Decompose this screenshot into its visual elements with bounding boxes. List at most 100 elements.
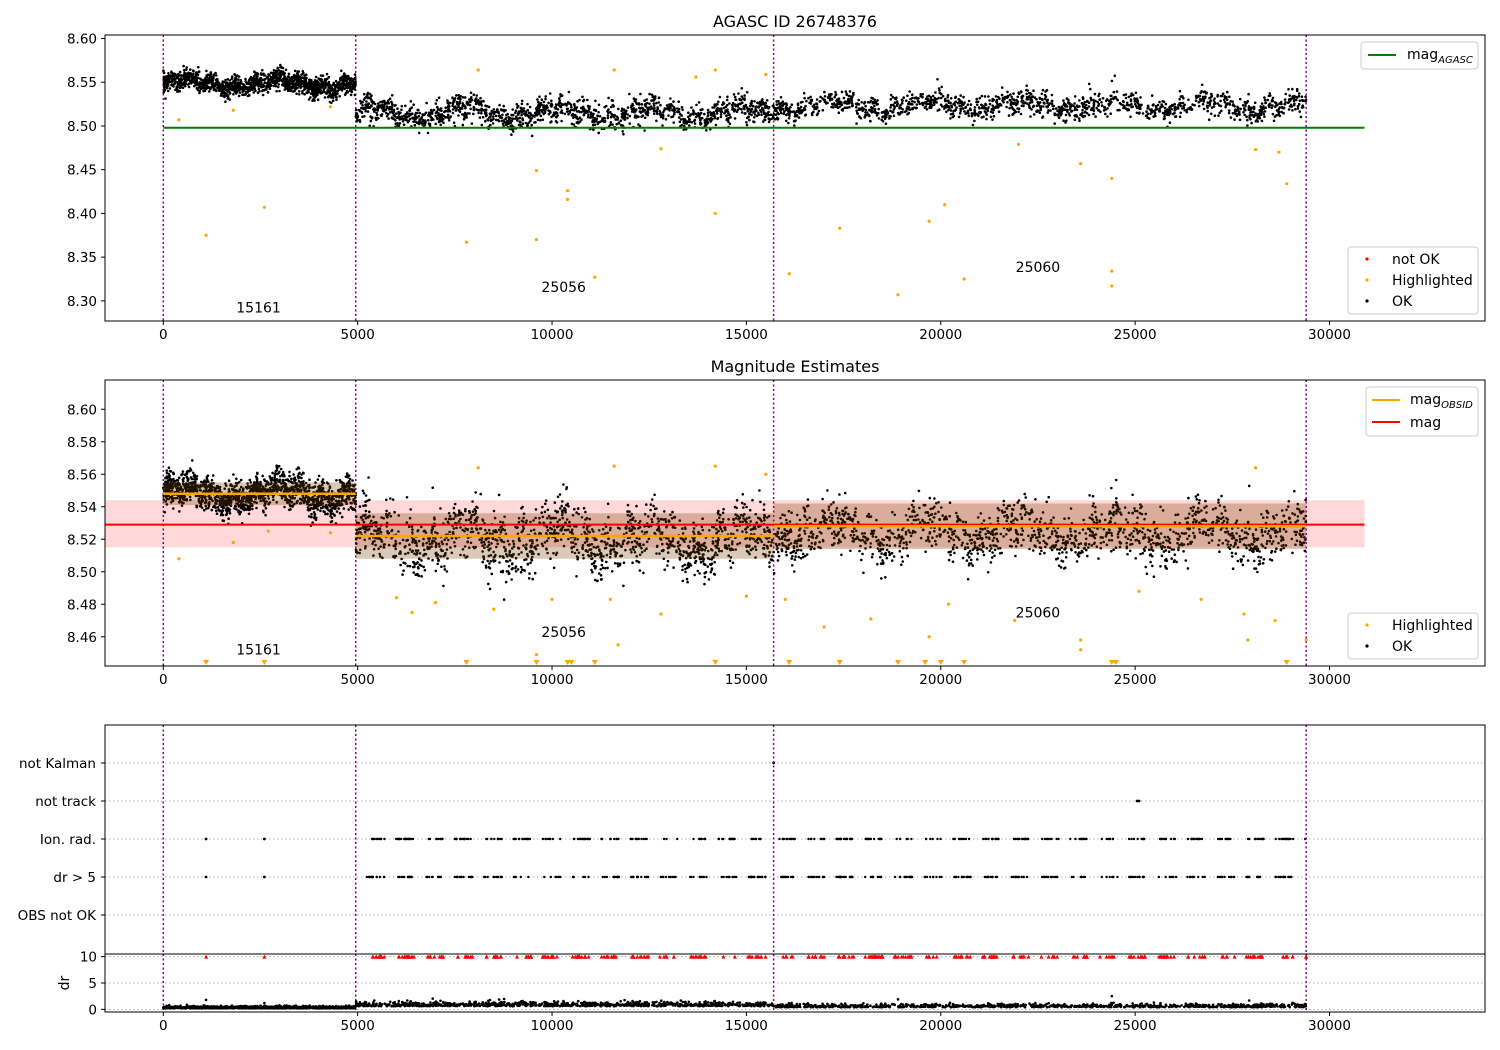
- ok-point: [246, 81, 249, 85]
- ok-point: [997, 95, 1000, 99]
- ok-point: [754, 108, 757, 111]
- ok-point: [827, 96, 830, 99]
- ok-point: [1064, 113, 1068, 117]
- ok-point: [1206, 101, 1209, 104]
- ok-point: [470, 122, 474, 125]
- ok-point: [199, 87, 203, 91]
- ok-point: [745, 123, 749, 127]
- ok-point: [714, 123, 718, 127]
- ok-point: [168, 80, 172, 83]
- ok-point: [1097, 104, 1100, 108]
- ok-point: [199, 78, 203, 81]
- ok-point: [877, 107, 880, 111]
- ok-point: [914, 96, 918, 99]
- panel-mag-title: Magnitude Estimates: [711, 357, 880, 376]
- ok-point: [715, 110, 719, 113]
- highlighted-point: [1016, 142, 1021, 146]
- ok-point: [237, 88, 241, 92]
- ok-point: [303, 74, 306, 77]
- ok-point: [559, 101, 562, 105]
- ok-point: [331, 99, 335, 102]
- ok-point: [964, 112, 967, 116]
- ok-point: [255, 74, 259, 77]
- ok-point: [1251, 113, 1254, 117]
- ok-point: [1161, 105, 1164, 108]
- ok-point: [353, 76, 357, 80]
- ok-point: [263, 78, 267, 81]
- ok-point: [877, 111, 880, 115]
- ok-point: [967, 114, 971, 118]
- ok-point: [706, 114, 710, 117]
- ok-point: [301, 90, 304, 93]
- ok-point: [815, 102, 819, 106]
- ok-point: [309, 96, 312, 99]
- ok-point: [353, 88, 357, 91]
- ok-point: [192, 70, 195, 73]
- highlighted-point: [927, 219, 931, 223]
- ok-point: [946, 94, 950, 97]
- ok-point: [1047, 109, 1050, 112]
- ok-point: [1295, 87, 1299, 91]
- ok-point: [297, 93, 301, 96]
- ok-point: [209, 71, 213, 74]
- ok-point: [390, 110, 394, 113]
- ok-point: [276, 66, 280, 70]
- ok-point: [1301, 104, 1304, 107]
- ok-point: [362, 98, 366, 101]
- ok-point: [778, 103, 781, 106]
- ok-point: [963, 110, 966, 113]
- ok-point: [1205, 104, 1209, 108]
- ok-point: [914, 106, 918, 110]
- ok-point: [599, 120, 602, 124]
- ok-point: [507, 115, 510, 119]
- ok-point: [1229, 99, 1233, 103]
- ok-point: [458, 100, 462, 103]
- ok-point: [880, 118, 883, 122]
- ok-point: [189, 68, 192, 71]
- ok-point: [239, 478, 243, 482]
- ok-point: [269, 76, 273, 79]
- ok-point: [501, 113, 504, 117]
- ok-point: [703, 121, 707, 124]
- ok-point: [697, 101, 701, 104]
- ok-point: [992, 105, 995, 108]
- ok-point: [1027, 91, 1031, 95]
- ok-point: [184, 75, 188, 79]
- ok-point: [749, 110, 752, 113]
- ok-point: [448, 101, 452, 105]
- ok-point: [1153, 111, 1157, 115]
- ok-point: [342, 507, 346, 510]
- ok-point: [1233, 105, 1236, 108]
- ok-point: [549, 121, 552, 124]
- ok-point: [864, 104, 867, 108]
- ok-point: [293, 69, 297, 73]
- ok-point: [479, 96, 482, 100]
- ok-point: [1046, 98, 1049, 102]
- ok-point: [539, 118, 542, 122]
- ok-point: [1280, 110, 1283, 114]
- ok-point: [587, 113, 590, 116]
- highlighted-point: [262, 205, 266, 209]
- ok-point: [365, 100, 368, 103]
- ok-point: [1218, 111, 1221, 115]
- ok-point: [798, 108, 801, 111]
- ok-point: [718, 95, 722, 99]
- ok-point: [923, 106, 927, 109]
- ok-point: [1053, 122, 1056, 125]
- ok-point: [739, 98, 743, 102]
- ok-point: [566, 107, 569, 111]
- ok-point: [387, 102, 391, 105]
- ok-point: [520, 102, 524, 106]
- ok-point: [873, 104, 876, 108]
- ok-point: [978, 96, 981, 100]
- highlighted-point: [1110, 269, 1114, 273]
- ok-point: [178, 89, 181, 93]
- ok-point: [271, 471, 274, 475]
- ok-point: [373, 102, 377, 106]
- ok-point: [402, 114, 406, 118]
- ok-point: [1273, 101, 1277, 104]
- ok-point: [338, 82, 342, 86]
- ok-point: [760, 113, 763, 117]
- ok-point: [716, 117, 719, 121]
- ok-point: [779, 109, 782, 113]
